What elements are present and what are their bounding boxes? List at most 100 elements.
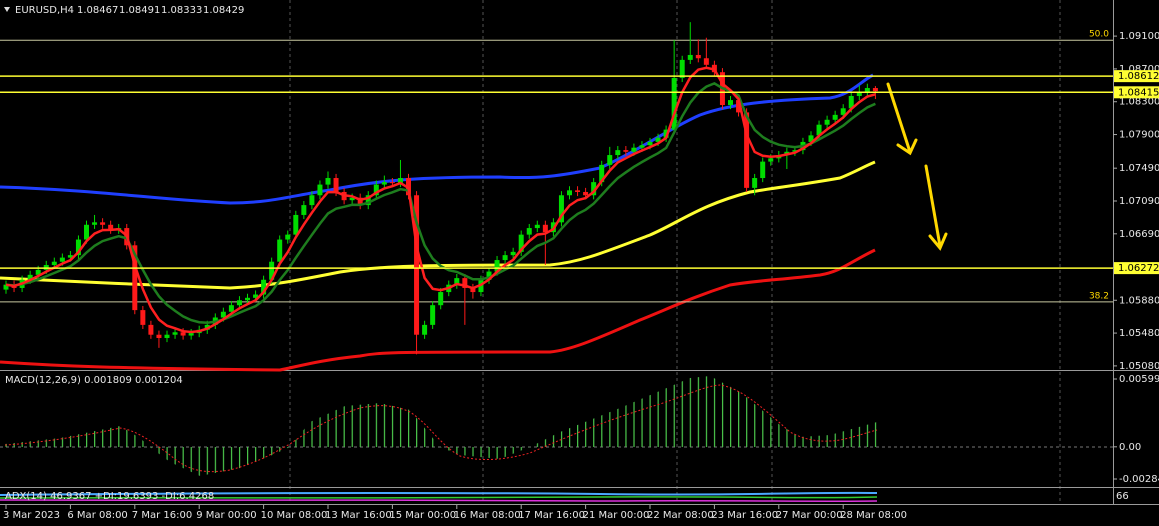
x-tick-label: 3 Mar 2023 bbox=[3, 510, 60, 521]
candle-body bbox=[100, 222, 106, 225]
adx-title: ADX(14) 46.9367 +DI:19.6393 -DI:6.4268 bbox=[5, 491, 214, 502]
macd-panel: MACD(12,26,9) 0.001809 0.001204 bbox=[0, 375, 1113, 476]
candle-body bbox=[333, 178, 339, 192]
candle-body bbox=[269, 261, 275, 280]
close-value: 1.08429 bbox=[203, 5, 244, 16]
candle-body bbox=[631, 147, 637, 152]
candle-body bbox=[35, 269, 41, 275]
candle-body bbox=[188, 333, 194, 336]
candle-body bbox=[872, 88, 878, 92]
candle-body bbox=[639, 145, 645, 148]
x-tick-label: 16 Mar 08:00 bbox=[454, 510, 521, 521]
macd-signal bbox=[4, 384, 878, 473]
open-value: 1.08467 bbox=[77, 5, 118, 16]
candle-body bbox=[768, 158, 774, 162]
candle-body bbox=[140, 310, 146, 325]
fibo-label: 38.2 bbox=[1089, 291, 1109, 301]
x-tick-label: 28 Mar 08:00 bbox=[840, 510, 907, 521]
candle-body bbox=[75, 239, 81, 256]
candle-body bbox=[558, 195, 564, 223]
candle-body bbox=[430, 305, 436, 325]
y-tick-label: 0.00 bbox=[1119, 442, 1141, 453]
candle-body bbox=[357, 197, 363, 206]
y-tick-label: 1.06690 bbox=[1119, 229, 1159, 240]
candle-body bbox=[542, 224, 548, 233]
level-label: 1.06272 bbox=[1118, 263, 1159, 274]
candle-body bbox=[422, 324, 428, 335]
candle-body bbox=[607, 155, 613, 165]
candle-body bbox=[599, 164, 605, 183]
level-box bbox=[1114, 262, 1159, 275]
x-tick-label: 6 Mar 08:00 bbox=[67, 510, 127, 521]
candle-body bbox=[373, 184, 379, 196]
candle-body bbox=[856, 91, 862, 96]
header: EURUSD,H4 1.08467 1.08491 1.08333 1.0842… bbox=[4, 5, 244, 16]
candle-body bbox=[534, 224, 540, 229]
candle-body bbox=[132, 245, 138, 311]
level-box bbox=[1114, 86, 1159, 99]
candle-body bbox=[397, 178, 403, 183]
candle-body bbox=[591, 182, 597, 196]
candle-body bbox=[261, 279, 267, 295]
candle-body bbox=[438, 292, 444, 306]
candle-body bbox=[67, 255, 73, 258]
arrow bbox=[886, 82, 918, 156]
candle-body bbox=[864, 88, 870, 92]
candle-body bbox=[840, 108, 846, 115]
level-box bbox=[1114, 70, 1159, 83]
x-tick-label: 7 Mar 16:00 bbox=[132, 510, 192, 521]
candle-body bbox=[180, 332, 186, 336]
x-tick-label: 13 Mar 16:00 bbox=[325, 510, 392, 521]
minus-di bbox=[0, 499, 878, 503]
candle-body bbox=[454, 278, 460, 285]
x-tick-label: 15 Mar 00:00 bbox=[389, 510, 456, 521]
symbol: EURUSD,H4 bbox=[15, 5, 74, 16]
candle-body bbox=[172, 332, 178, 335]
level-label: 1.08612 bbox=[1118, 71, 1159, 82]
candle-body bbox=[494, 260, 500, 272]
candle-body bbox=[27, 274, 33, 280]
y-tick-label: 1.07090 bbox=[1119, 196, 1159, 207]
candle-body bbox=[575, 190, 581, 192]
candle-body bbox=[301, 205, 307, 215]
candle-body bbox=[92, 222, 98, 225]
level-label: 1.08415 bbox=[1118, 87, 1159, 98]
candle-body bbox=[583, 191, 589, 196]
x-tick-label: 23 Mar 16:00 bbox=[711, 510, 778, 521]
y-tick-label: 1.08700 bbox=[1119, 64, 1159, 75]
band-lower bbox=[0, 248, 876, 372]
candle-body bbox=[824, 119, 830, 125]
candle-body bbox=[414, 195, 420, 335]
fibo-label: 50.0 bbox=[1089, 30, 1109, 40]
candle-body bbox=[285, 234, 291, 240]
candle-body bbox=[365, 195, 371, 206]
candles bbox=[3, 22, 878, 355]
candle-body bbox=[108, 224, 114, 230]
x-tick-label: 17 Mar 16:00 bbox=[518, 510, 585, 521]
x-tick-label: 27 Mar 00:00 bbox=[776, 510, 843, 521]
candle-body bbox=[816, 124, 822, 136]
candle-body bbox=[848, 95, 854, 109]
arrow bbox=[924, 164, 948, 251]
candle-body bbox=[510, 251, 516, 256]
candle-body bbox=[832, 114, 838, 120]
candle-body bbox=[736, 100, 742, 113]
candle-body bbox=[518, 234, 524, 252]
candle-body bbox=[462, 278, 468, 288]
adx-scale-label: 66 bbox=[1116, 491, 1129, 502]
candle-body bbox=[156, 334, 162, 339]
price-panel bbox=[0, 73, 876, 372]
candle-body bbox=[253, 294, 259, 298]
band-upper bbox=[0, 73, 874, 205]
candle-body bbox=[293, 214, 299, 235]
candle-body bbox=[325, 178, 331, 185]
frame bbox=[0, 0, 1159, 505]
y-tick-label: 1.07490 bbox=[1119, 163, 1159, 174]
x-tick-label: 22 Mar 08:00 bbox=[647, 510, 714, 521]
candle-body bbox=[752, 178, 758, 188]
candle-body bbox=[389, 182, 395, 184]
candle-body bbox=[567, 190, 572, 196]
candle-body bbox=[695, 54, 701, 59]
candle-body bbox=[84, 224, 89, 240]
